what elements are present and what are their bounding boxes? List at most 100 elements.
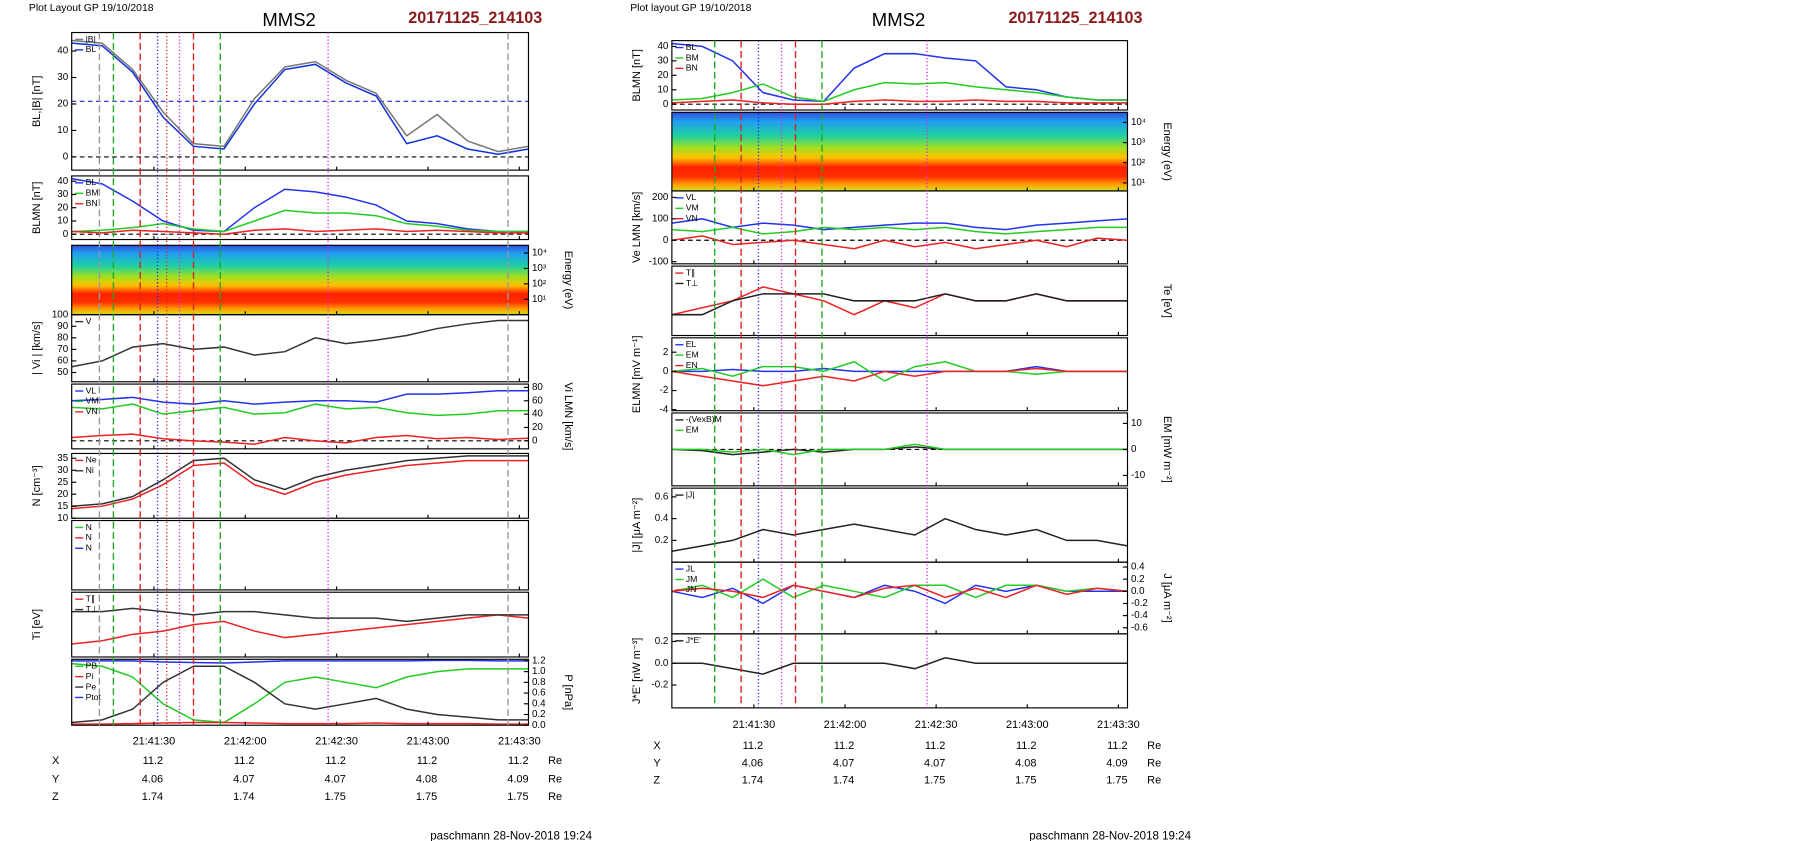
- y-tick-label: 10: [57, 216, 68, 227]
- panel: 10¹ 10² 10³ 10⁴ Energy (eV): [671, 111, 1173, 192]
- panel-frame: [71, 31, 530, 171]
- y-tick-label: 10²: [532, 278, 547, 289]
- orbit-unit: Re: [548, 773, 562, 785]
- y-axis-label: | Vi | [km/s]: [31, 321, 43, 375]
- chart-title: MMS2: [872, 9, 925, 30]
- x-tick-label: 21:42:00: [224, 735, 267, 747]
- x-tick-label: 21:42:30: [315, 735, 358, 747]
- y-axis-label: N [cm⁻³]: [31, 465, 43, 506]
- series-line: [671, 367, 1128, 387]
- orbit-value: 4.08: [1015, 757, 1036, 769]
- legend-label: Ptot: [86, 692, 102, 702]
- x-tick-label: 21:43:30: [1097, 719, 1140, 731]
- y-axis-label: J*E' [nW m⁻³]: [631, 638, 643, 704]
- orbit-value: 4.06: [142, 773, 163, 785]
- legend-label: JM: [686, 574, 698, 584]
- series-line: [71, 665, 529, 724]
- panel-frame: [71, 175, 530, 241]
- y-tick-label: 0.4: [655, 513, 669, 524]
- legend-label: VM: [86, 396, 99, 406]
- orbit-value: 11.2: [925, 740, 946, 752]
- y-tick-label: 0: [1131, 444, 1137, 455]
- legend-label: T⊥: [686, 278, 699, 288]
- y-tick-label: 10³: [1131, 137, 1146, 148]
- y-tick-label: 30: [57, 189, 68, 200]
- orbit-value: 4.08: [416, 773, 437, 785]
- series-line: [71, 228, 529, 235]
- y-axis-label: BL,|B| [nT]: [31, 76, 43, 127]
- orbit-value: 11.2: [1107, 740, 1128, 752]
- y-tick-label: -0.2: [651, 680, 668, 691]
- y-axis-label: EM [mW m⁻²]: [1161, 416, 1173, 483]
- y-tick-label: 20: [57, 99, 68, 110]
- y-tick-label: 30: [57, 465, 68, 476]
- y-tick-label: 0: [532, 435, 538, 446]
- orbit-value: 4.07: [833, 757, 854, 769]
- legend-label: PB: [86, 661, 98, 671]
- orbit-value: 11.2: [1016, 740, 1037, 752]
- panel: NNN: [71, 519, 530, 591]
- orbit-value: 11.2: [508, 755, 529, 767]
- series-line: [71, 209, 529, 233]
- y-tick-label: 15: [57, 501, 68, 512]
- panel-frame: [671, 40, 1129, 111]
- series-line: [671, 657, 1128, 675]
- series-line: [671, 81, 1128, 103]
- series-line: [671, 517, 1128, 553]
- y-tick-label: 100: [52, 309, 69, 320]
- y-tick-label: 0: [663, 366, 669, 377]
- y-axis-label: Ve LMN [km/s]: [631, 192, 643, 263]
- legend-label: BL: [86, 44, 97, 54]
- chart-title: MMS2: [262, 9, 315, 30]
- y-tick-label: 200: [652, 192, 669, 203]
- y-tick-label: 10⁴: [532, 248, 547, 259]
- y-tick-label: 0: [663, 235, 669, 246]
- panel-frame: [71, 314, 530, 383]
- orbit-value: 1.75: [507, 791, 528, 803]
- orbit-value: 11.2: [325, 755, 346, 767]
- series-line: [671, 218, 1128, 231]
- chart-subtitle: 20171125_214103: [1008, 9, 1142, 27]
- orbit-unit: Re: [1147, 757, 1161, 769]
- series-line: [71, 177, 529, 233]
- y-tick-label: 1.0: [532, 666, 546, 677]
- legend-label: JL: [686, 563, 695, 573]
- orbit-value: 1.75: [325, 791, 346, 803]
- y-tick-label: 0.8: [532, 677, 546, 688]
- y-tick-label: 0.6: [532, 688, 546, 699]
- y-axis-label: BLMN [nT]: [631, 49, 643, 101]
- y-tick-label: 20: [57, 489, 68, 500]
- series-line: [71, 433, 529, 445]
- orbit-value: 1.74: [233, 791, 254, 803]
- x-tick-label: 21:43:30: [498, 735, 541, 747]
- spectrogram: [71, 245, 529, 315]
- y-tick-label: 0: [63, 151, 69, 162]
- orbit-value: 4.09: [507, 773, 528, 785]
- orbit-value: 4.09: [1106, 757, 1127, 769]
- y-tick-label: 2: [663, 347, 668, 358]
- chart: Plot layout GP 19/10/2018 MMS2 20171125_21…: [630, 3, 1191, 841]
- legend-label: Pi: [86, 671, 94, 681]
- y-axis-label: Vi LMN [km/s]: [562, 382, 574, 450]
- y-axis-label: P [nPa]: [562, 674, 574, 710]
- y-tick-label: 0: [63, 229, 69, 240]
- orbit-unit: Re: [548, 791, 562, 803]
- y-tick-label: 0.4: [1131, 562, 1145, 573]
- y-tick-label: 10: [1131, 418, 1142, 429]
- orbit-unit: Re: [1147, 740, 1161, 752]
- series-line: [71, 390, 529, 405]
- legend-label: EM: [686, 425, 699, 435]
- y-tick-label: 20: [532, 422, 543, 433]
- y-tick-label: 40: [657, 41, 668, 52]
- y-tick-label: 10: [57, 513, 68, 524]
- series-line: [71, 659, 529, 664]
- legend-label: T⊥: [86, 604, 99, 614]
- chart-subtitle: 20171125_214103: [408, 9, 542, 27]
- panel: 0.2 0.4 0.6 |J| [μA m⁻²] |J|: [631, 487, 1129, 563]
- y-tick-label: 0: [663, 99, 669, 110]
- series-line: [71, 607, 529, 623]
- series-line: [671, 584, 1128, 599]
- series-line: [71, 42, 529, 156]
